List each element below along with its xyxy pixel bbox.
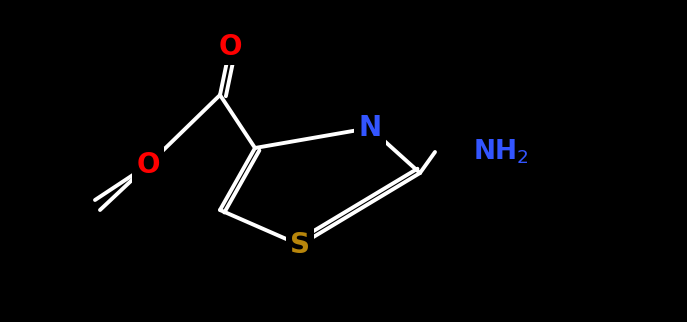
Text: N: N — [359, 114, 381, 142]
Text: O: O — [218, 33, 242, 61]
Text: O: O — [136, 151, 160, 179]
Text: NH$_2$: NH$_2$ — [473, 138, 529, 166]
Text: S: S — [290, 231, 310, 259]
